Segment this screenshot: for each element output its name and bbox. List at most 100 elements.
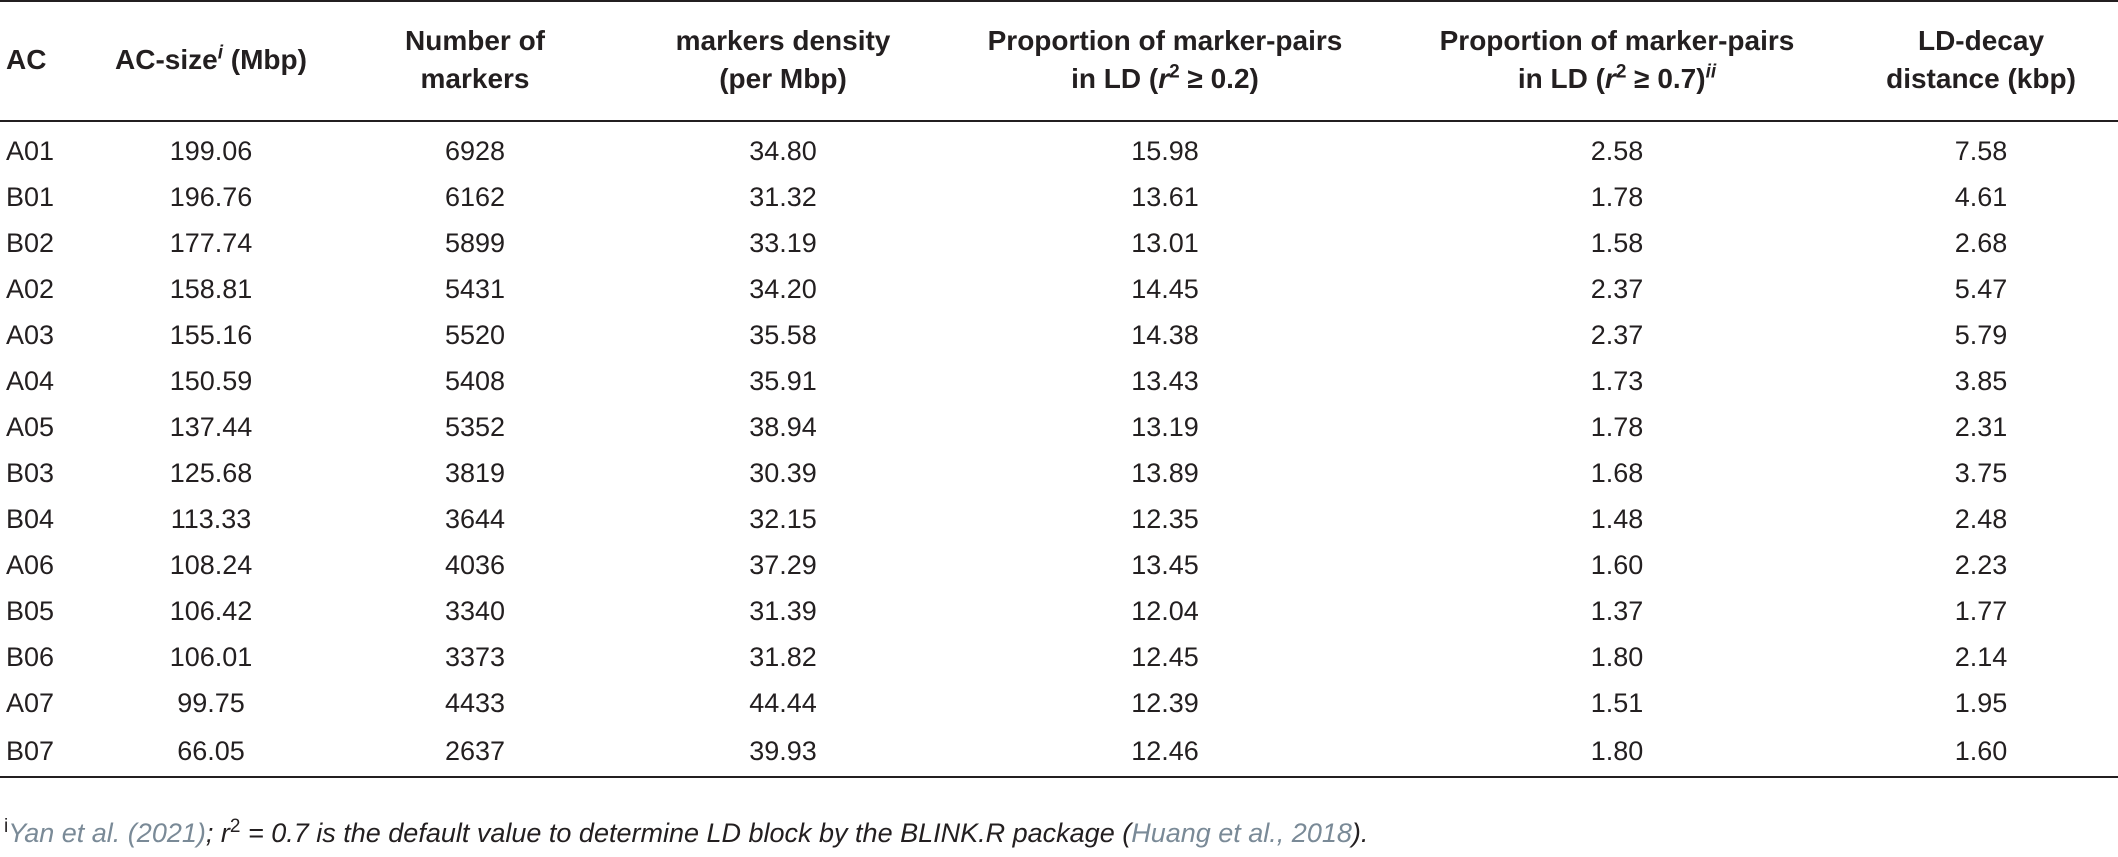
data-table-container: AC AC-sizei (Mbp) Number of markers marke… [0,0,2118,778]
table-row: B06 106.01 3373 31.82 12.45 1.80 2.14 [0,634,2118,680]
cell-size: 150.59 [169,365,253,396]
citation-link-yan[interactable]: Yan et al. (2021) [8,818,206,848]
cell-size: 199.06 [169,135,253,166]
cell-ac: A01 [6,135,55,166]
cell-num: 4036 [444,549,506,580]
cell-prop-02: 12.45 [1131,641,1199,672]
cell-ld-decay: 7.58 [1954,135,2008,166]
cell-num: 3373 [444,641,506,672]
cell-prop-02: 13.89 [1131,457,1199,488]
cell-prop-02: 12.46 [940,726,1390,778]
cell-ac: A07 [6,687,55,718]
cell-ld-decay: 4.61 [1954,181,2008,212]
cell-size: 158.81 [169,273,253,304]
cell-ld-decay: 5.79 [1954,319,2008,350]
footnote-marker: i [4,816,9,837]
table-row: A02 158.81 5431 34.20 14.45 2.37 5.47 [0,266,2118,312]
cell-ld-decay: 3.85 [1954,365,2008,396]
cell-size: 196.76 [169,181,253,212]
table-row: B07 66.05 2637 39.93 12.46 1.80 1.60 [0,726,2118,778]
citation-link-huang[interactable]: Huang et al., 2018 [1131,818,1352,848]
cell-prop-02: 12.04 [1131,595,1199,626]
table-footnote: iYan et al. (2021); r2 = 0.7 is the defa… [4,816,1369,848]
cell-prop-02: 13.61 [1131,181,1199,212]
ld-statistics-table: AC AC-sizei (Mbp) Number of markers marke… [0,0,2118,778]
cell-prop-07: 1.58 [1590,227,1644,258]
cell-ac: B06 [6,641,55,672]
cell-size: 108.24 [169,549,253,580]
cell-ac: B03 [6,457,55,488]
cell-size: 125.68 [169,457,253,488]
table-row: B04 113.33 3644 32.15 12.35 1.48 2.48 [0,496,2118,542]
cell-num: 6162 [444,181,506,212]
cell-ld-decay: 3.75 [1954,457,2008,488]
header-number-of-markers: Number of markers [324,0,626,122]
cell-prop-07: 2.37 [1590,273,1644,304]
cell-prop-02: 13.45 [1131,549,1199,580]
cell-ld-decay: 2.14 [1954,641,2008,672]
cell-ld-decay: 5.47 [1954,273,2008,304]
cell-prop-07: 1.60 [1590,549,1644,580]
cell-num: 3644 [444,503,506,534]
cell-density: 30.39 [749,457,817,488]
cell-density: 39.93 [626,726,940,778]
cell-prop-02: 13.19 [1131,411,1199,442]
table-body: A01 199.06 6928 34.80 15.98 2.58 7.58 B01 196.7… [0,121,2118,778]
cell-ld-decay: 1.77 [1954,595,2008,626]
cell-ac: B05 [6,595,55,626]
header-proportion-ld-07: Proportion of marker-pairs in LD (r2 ≥ 0.… [1390,0,1844,122]
cell-ld-decay: 2.23 [1954,549,2008,580]
cell-ac: A02 [6,273,55,304]
header-ac: AC [0,0,98,122]
cell-density: 35.58 [749,319,817,350]
cell-ld-decay: 1.60 [1844,726,2118,778]
table-row: A05 137.44 5352 38.94 13.19 1.78 2.31 [0,404,2118,450]
cell-prop-07: 2.37 [1590,319,1644,350]
cell-size: 106.01 [169,641,253,672]
cell-density: 33.19 [749,227,817,258]
cell-prop-07: 1.68 [1590,457,1644,488]
cell-num: 6928 [444,135,506,166]
cell-size: 106.42 [169,595,253,626]
cell-prop-02: 14.38 [1131,319,1199,350]
table-row: A03 155.16 5520 35.58 14.38 2.37 5.79 [0,312,2118,358]
cell-prop-07: 1.78 [1590,411,1644,442]
table-row: A04 150.59 5408 35.91 13.43 1.73 3.85 [0,358,2118,404]
cell-prop-07: 1.51 [1590,687,1644,718]
cell-size: 155.16 [169,319,253,350]
table-row: A07 99.75 4433 44.44 12.39 1.51 1.95 [0,680,2118,726]
cell-density: 34.80 [749,135,817,166]
cell-prop-07: 1.73 [1590,365,1644,396]
cell-ac: A05 [6,411,55,442]
header-proportion-ld-02: Proportion of marker-pairs in LD (r2 ≥ 0.… [940,0,1390,122]
cell-density: 35.91 [749,365,817,396]
cell-num: 3340 [444,595,506,626]
table-header: AC AC-sizei (Mbp) Number of markers marke… [0,0,2118,122]
cell-size: 66.05 [98,726,324,778]
cell-density: 32.15 [749,503,817,534]
cell-prop-07: 2.58 [1590,135,1644,166]
cell-prop-02: 12.39 [1131,687,1199,718]
cell-density: 37.29 [749,549,817,580]
table-row: B01 196.76 6162 31.32 13.61 1.78 4.61 [0,174,2118,220]
cell-ac: B01 [6,181,55,212]
cell-prop-07: 1.80 [1590,641,1644,672]
cell-num: 2637 [324,726,626,778]
cell-ld-decay: 2.48 [1954,503,2008,534]
cell-num: 5408 [444,365,506,396]
cell-prop-02: 13.01 [1131,227,1199,258]
table-row: A06 108.24 4036 37.29 13.45 1.60 2.23 [0,542,2118,588]
cell-num: 4433 [444,687,506,718]
cell-size: 177.74 [169,227,253,258]
cell-prop-07: 1.78 [1590,181,1644,212]
cell-num: 5352 [444,411,506,442]
table-row: B03 125.68 3819 30.39 13.89 1.68 3.75 [0,450,2118,496]
cell-ld-decay: 1.95 [1954,687,2008,718]
cell-size: 137.44 [169,411,253,442]
cell-ac: A04 [6,365,55,396]
cell-size: 99.75 [177,687,245,718]
cell-density: 31.32 [749,181,817,212]
cell-prop-07: 1.48 [1590,503,1644,534]
header-markers-density: markers density (per Mbp) [626,0,940,122]
cell-prop-07: 1.37 [1590,595,1644,626]
